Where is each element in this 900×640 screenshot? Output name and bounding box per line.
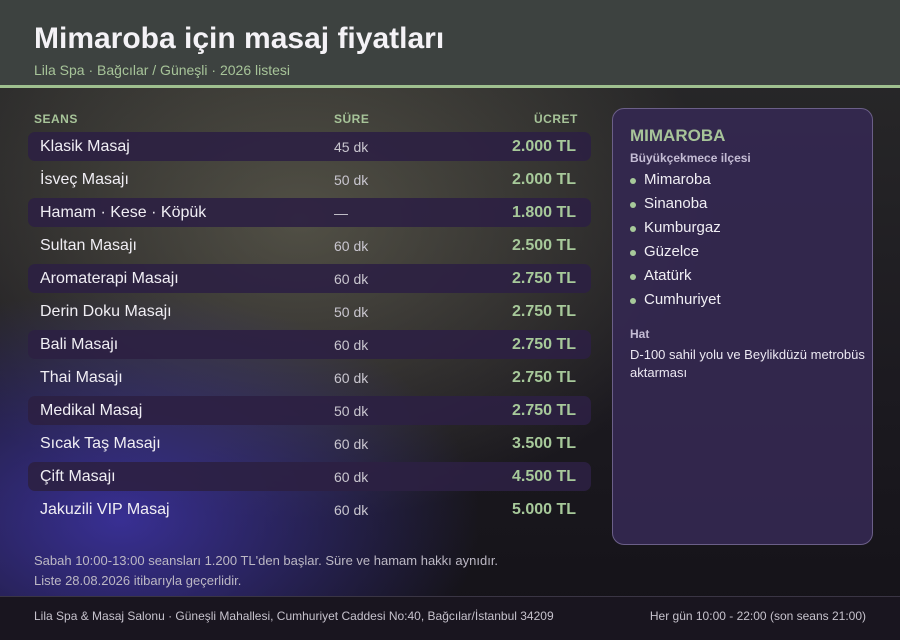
column-header-duration: SÜRE [334, 112, 370, 126]
table-row: Derin Doku Masajı 50 dk 2.750 TL [28, 297, 591, 326]
session-price: 2.000 TL [511, 171, 576, 188]
session-price: 2.750 TL [511, 270, 576, 287]
session-name: Hamam · Kese · Köpük [40, 204, 207, 221]
session-duration: — [334, 205, 348, 221]
session-name: Sıcak Taş Masajı [40, 435, 161, 452]
note-line-2: Liste 28.08.2026 itibarıyla geçerlidir. [34, 573, 242, 588]
session-price: 2.750 TL [511, 369, 576, 386]
neighborhood-item: Atatürk [630, 267, 721, 291]
bullet-icon [630, 178, 636, 184]
session-price: 2.000 TL [511, 138, 576, 155]
district-panel: MIMAROBA Büyükçekmece ilçesi Mimaroba Sin… [612, 108, 873, 545]
session-name: Çift Masajı [40, 468, 116, 485]
transit-label: Hat [630, 327, 650, 341]
table-row: Thai Masajı 60 dk 2.750 TL [28, 363, 591, 392]
neighborhood-label: Mimaroba [644, 171, 711, 188]
table-row: Jakuzili VIP Masaj 60 dk 5.000 TL [28, 495, 591, 524]
neighborhood-label: Güzelce [644, 243, 700, 260]
bullet-icon [630, 226, 636, 232]
session-name: Sultan Masajı [40, 237, 137, 254]
bullet-icon [630, 298, 636, 304]
neighborhood-item: Mimaroba [630, 171, 721, 195]
neighborhood-label: Kumburgaz [644, 219, 721, 236]
note-line-1: Sabah 10:00-13:00 seansları 1.200 TL'den… [34, 553, 499, 568]
session-name: Klasik Masaj [40, 138, 130, 155]
session-price: 4.500 TL [511, 468, 576, 485]
table-row: Bali Masajı 60 dk 2.750 TL [28, 330, 591, 359]
session-price: 3.500 TL [511, 435, 576, 452]
session-name: Bali Masajı [40, 336, 119, 353]
price-note: Sabah 10:00-13:00 seansları 1.200 TL'den… [34, 551, 594, 591]
session-duration: 60 dk [334, 502, 369, 518]
table-row: Klasik Masaj 45 dk 2.000 TL [28, 132, 591, 161]
session-price: 2.750 TL [511, 336, 576, 353]
page-subtitle: Lila Spa · Bağcılar / Güneşli · 2026 lis… [34, 62, 291, 78]
session-duration: 45 dk [334, 139, 369, 155]
neighborhood-item: Güzelce [630, 243, 721, 267]
session-name: Derin Doku Masajı [40, 303, 172, 320]
session-price: 5.000 TL [511, 501, 576, 518]
session-price: 2.750 TL [511, 303, 576, 320]
neighborhood-list: Mimaroba Sinanoba Kumburgaz Güzelce Atatürk C… [630, 171, 721, 315]
bullet-icon [630, 202, 636, 208]
neighborhood-label: Cumhuriyet [644, 291, 721, 308]
column-header-price: ÜCRET [534, 112, 578, 126]
table-row: Hamam · Kese · Köpük — 1.800 TL [28, 198, 591, 227]
transit-text: D-100 sahil yolu ve Beylikdüzü metrobüs … [630, 347, 865, 380]
neighborhood-item: Sinanoba [630, 195, 721, 219]
session-duration: 50 dk [334, 304, 369, 320]
session-name: Aromaterapi Masajı [40, 270, 179, 287]
session-name: İsveç Masajı [40, 171, 129, 188]
session-name: Thai Masajı [40, 369, 123, 386]
session-duration: 60 dk [334, 271, 369, 287]
neighborhood-item: Kumburgaz [630, 219, 721, 243]
page-footer: Lila Spa & Masaj Salonu · Güneşli Mahall… [0, 596, 900, 640]
district-subtitle: Büyükçekmece ilçesi [630, 151, 751, 165]
district-title: MIMAROBA [630, 126, 726, 145]
session-duration: 50 dk [334, 172, 369, 188]
page-title: Mimaroba için masaj fiyatları [34, 22, 445, 55]
neighborhood-label: Atatürk [644, 267, 692, 284]
price-table: Klasik Masaj 45 dk 2.000 TL İsveç Masajı 50 … [28, 132, 591, 528]
session-duration: 60 dk [334, 370, 369, 386]
session-name: Medikal Masaj [40, 402, 143, 419]
column-header-session: SEANS [34, 112, 78, 126]
neighborhood-item: Cumhuriyet [630, 291, 721, 315]
session-price: 2.750 TL [511, 402, 576, 419]
footer-hours: Her gün 10:00 - 22:00 (son seans 21:00) [649, 609, 866, 623]
neighborhood-label: Sinanoba [644, 195, 708, 212]
session-price: 2.500 TL [511, 237, 576, 254]
bullet-icon [630, 274, 636, 280]
session-price: 1.800 TL [511, 204, 576, 221]
session-duration: 60 dk [334, 436, 369, 452]
table-row: Aromaterapi Masajı 60 dk 2.750 TL [28, 264, 591, 293]
table-row: İsveç Masajı 50 dk 2.000 TL [28, 165, 591, 194]
footer-address: Lila Spa & Masaj Salonu · Güneşli Mahall… [34, 609, 554, 623]
session-name: Jakuzili VIP Masaj [40, 501, 170, 518]
table-row: Medikal Masaj 50 dk 2.750 TL [28, 396, 591, 425]
page-header: Mimaroba için masaj fiyatları Lila Spa ·… [0, 0, 900, 88]
session-duration: 50 dk [334, 403, 369, 419]
session-duration: 60 dk [334, 469, 369, 485]
table-row: Çift Masajı 60 dk 4.500 TL [28, 462, 591, 491]
table-row: Sıcak Taş Masajı 60 dk 3.500 TL [28, 429, 591, 458]
session-duration: 60 dk [334, 337, 369, 353]
table-row: Sultan Masajı 60 dk 2.500 TL [28, 231, 591, 260]
session-duration: 60 dk [334, 238, 369, 254]
bullet-icon [630, 250, 636, 256]
